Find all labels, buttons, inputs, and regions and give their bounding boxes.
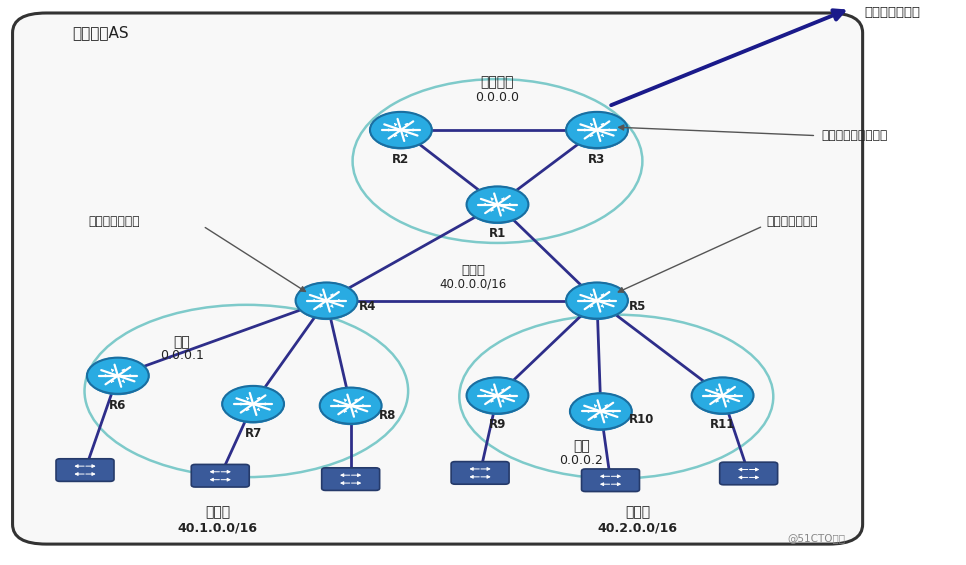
Text: 区域边界路由器: 区域边界路由器 <box>766 215 817 228</box>
Text: 主干网: 主干网 <box>462 263 485 277</box>
Circle shape <box>467 377 528 414</box>
FancyBboxPatch shape <box>451 462 509 484</box>
Circle shape <box>569 286 625 319</box>
FancyBboxPatch shape <box>322 468 380 490</box>
Circle shape <box>87 358 149 394</box>
Circle shape <box>323 391 379 424</box>
Text: 0.0.0.1: 0.0.0.1 <box>159 349 204 363</box>
Text: R8: R8 <box>379 409 396 423</box>
Text: R3: R3 <box>588 153 606 166</box>
Circle shape <box>90 361 146 394</box>
Text: R11: R11 <box>710 418 735 432</box>
Circle shape <box>320 388 382 424</box>
Circle shape <box>573 397 629 430</box>
FancyBboxPatch shape <box>720 462 778 485</box>
Circle shape <box>469 190 526 223</box>
Circle shape <box>569 115 625 149</box>
Text: 河南省: 河南省 <box>205 506 230 519</box>
Circle shape <box>373 115 429 149</box>
Text: 40.2.0.0/16: 40.2.0.0/16 <box>598 521 677 534</box>
Circle shape <box>692 377 753 414</box>
Circle shape <box>225 389 281 423</box>
Text: 河北省: 河北省 <box>625 506 650 519</box>
Circle shape <box>467 186 528 223</box>
Text: R7: R7 <box>244 427 262 440</box>
Text: 0.0.0.0: 0.0.0.0 <box>475 90 520 104</box>
Text: 自治系统边界路由器: 自治系统边界路由器 <box>821 129 888 142</box>
Text: R5: R5 <box>629 299 646 313</box>
Text: @51CTO博客: @51CTO博客 <box>787 533 845 543</box>
Text: 至其他自制系统: 至其他自制系统 <box>865 6 921 19</box>
Text: 0.0.0.2: 0.0.0.2 <box>559 454 604 467</box>
Text: R2: R2 <box>392 153 410 166</box>
FancyBboxPatch shape <box>191 464 249 487</box>
Circle shape <box>695 381 751 414</box>
Circle shape <box>296 282 357 319</box>
FancyBboxPatch shape <box>56 459 114 481</box>
Text: 区域: 区域 <box>173 335 190 349</box>
Text: 40.1.0.0/16: 40.1.0.0/16 <box>178 521 257 534</box>
Text: 区域: 区域 <box>573 440 590 453</box>
Text: 主干区域: 主干区域 <box>481 75 514 89</box>
Text: R6: R6 <box>109 398 127 412</box>
Circle shape <box>222 386 284 422</box>
Circle shape <box>370 112 432 148</box>
Circle shape <box>566 112 628 148</box>
Text: R1: R1 <box>489 227 506 241</box>
Circle shape <box>566 282 628 319</box>
Text: R9: R9 <box>489 418 506 432</box>
Circle shape <box>570 393 632 429</box>
Text: 40.0.0.0/16: 40.0.0.0/16 <box>440 277 507 291</box>
Text: R10: R10 <box>629 413 654 427</box>
Circle shape <box>298 286 355 319</box>
Text: 区域边界路由器: 区域边界路由器 <box>89 215 140 228</box>
FancyBboxPatch shape <box>582 469 639 492</box>
Text: 自制系统AS: 自制系统AS <box>72 25 129 40</box>
Text: R4: R4 <box>358 299 376 313</box>
FancyBboxPatch shape <box>13 13 863 544</box>
Circle shape <box>469 381 526 414</box>
